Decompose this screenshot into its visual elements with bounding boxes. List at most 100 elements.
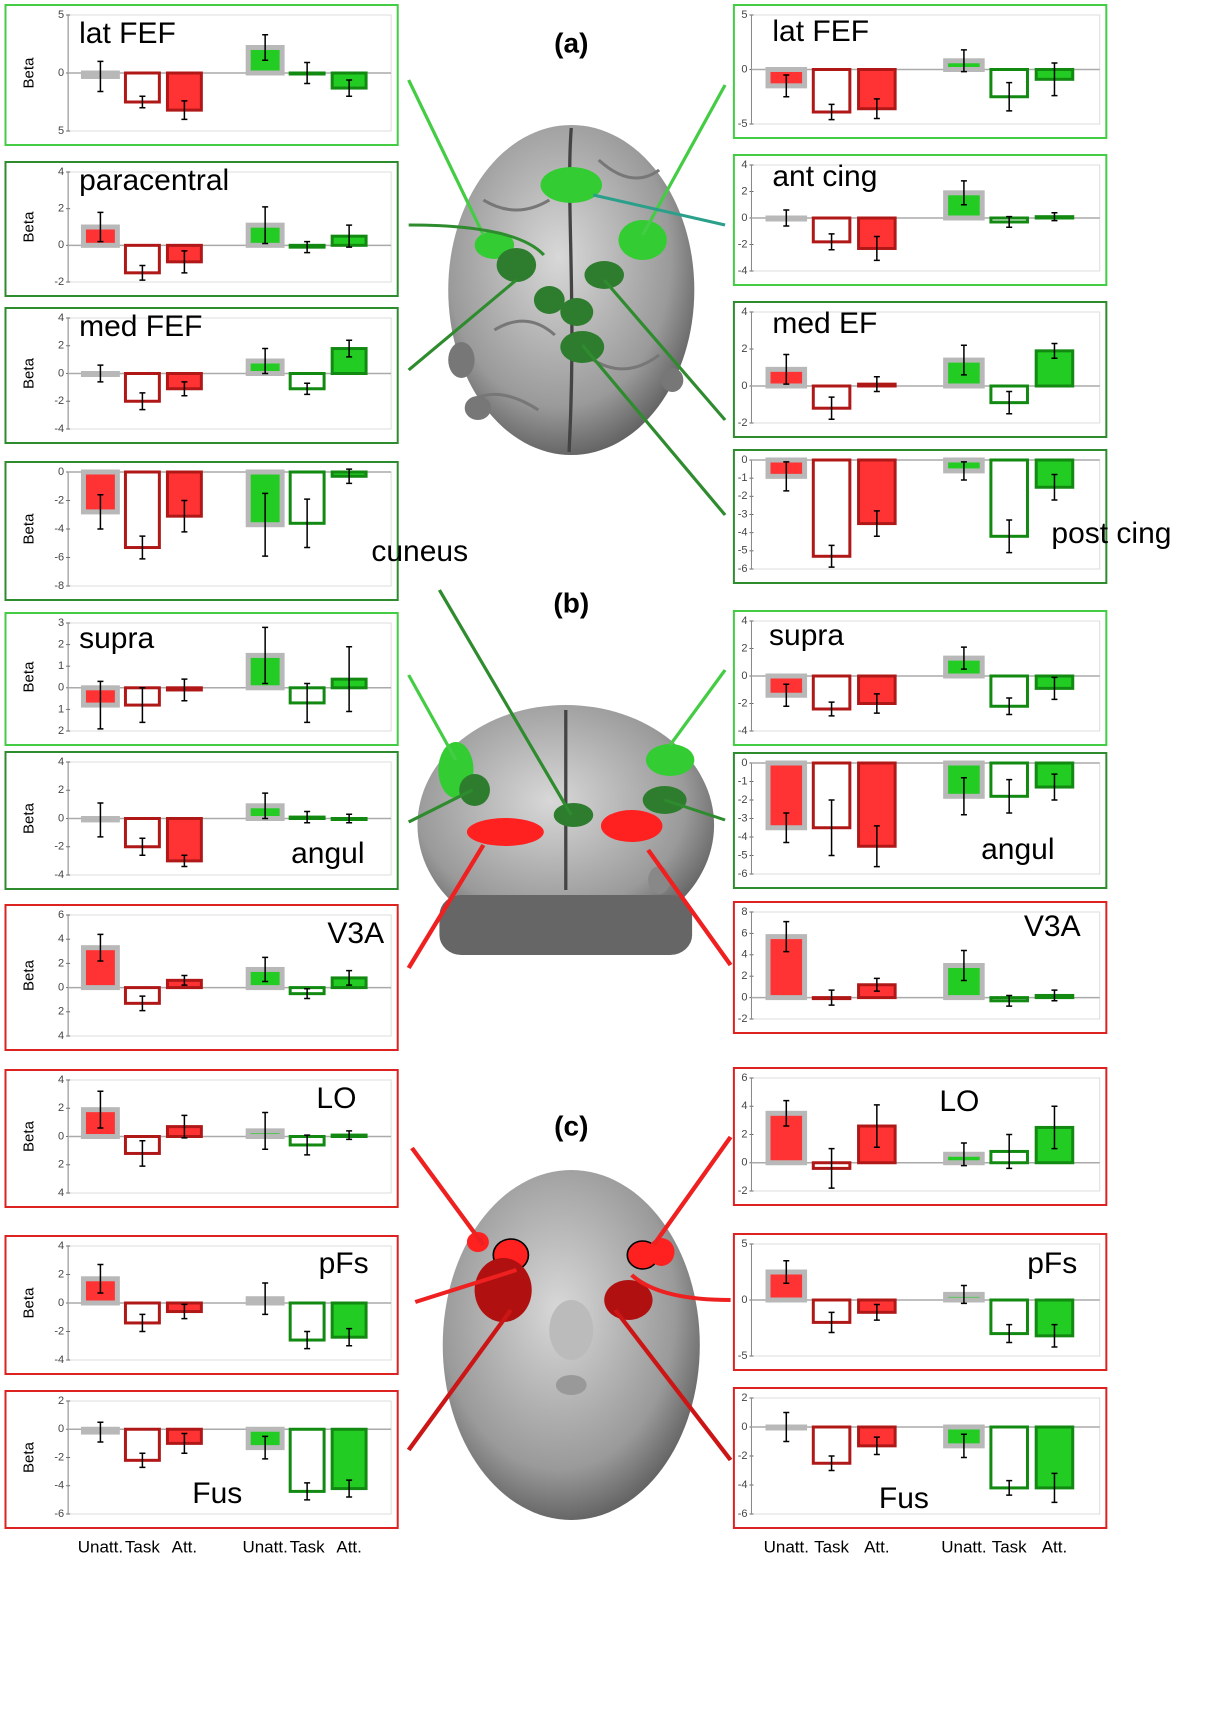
y-tick-label: -4 (738, 265, 748, 277)
panel-border (4, 307, 399, 444)
error-bar (97, 1421, 104, 1443)
error-bar (1006, 519, 1013, 554)
y-tick-label: -5 (738, 545, 748, 557)
y-tick-label: 5 (741, 1238, 747, 1250)
y-tick-label: 0 (741, 454, 747, 466)
panel-title: Fus (879, 1482, 929, 1515)
panel-border (732, 449, 1108, 584)
y-tick-label: -8 (54, 580, 64, 592)
y-tick-label: 4 (58, 933, 64, 945)
y-tick-label: -1 (738, 775, 748, 787)
error-bar (960, 49, 967, 73)
error-bar (828, 1147, 835, 1189)
y-axis-label: Beta (21, 1120, 38, 1152)
error-bar (828, 701, 835, 717)
panel-title: pFs (1027, 1247, 1077, 1280)
error-bar (873, 235, 880, 262)
error-bar (97, 802, 104, 838)
error-bar (1051, 211, 1058, 222)
panel-title: med FEF (79, 310, 202, 343)
error-bar (97, 364, 104, 383)
error-bar (346, 969, 353, 986)
y-tick-label: 0 (58, 367, 64, 379)
condition-label: Task (290, 1537, 325, 1556)
error-bar (783, 920, 790, 953)
error-bar (97, 933, 104, 962)
error-bar (139, 1139, 146, 1167)
panel-border (4, 1069, 399, 1208)
error-bar (346, 468, 353, 485)
y-tick-label: 4 (58, 1240, 64, 1252)
brain-c (442, 1170, 700, 1520)
panel-title: post cing (1051, 517, 1171, 550)
y-tick-label: 4 (741, 159, 747, 171)
panel-title: ant cing (772, 160, 877, 193)
y-tick-label: -2 (54, 1451, 64, 1463)
error-bar (346, 79, 353, 97)
y-tick-label: -2 (54, 1325, 64, 1337)
y-tick-label: 1 (58, 703, 64, 715)
y-tick-label: 6 (741, 927, 747, 939)
y-tick-label: 0 (741, 1421, 747, 1433)
condition-label: Att. (172, 1537, 198, 1556)
y-axis-label: Beta (21, 661, 38, 693)
error-bar (139, 95, 146, 109)
y-tick-label: 6 (741, 1072, 747, 1084)
y-tick-label: -6 (738, 563, 748, 575)
panel-title: angul (291, 837, 364, 870)
panel-border (732, 154, 1108, 286)
y-tick-label: 4 (741, 949, 747, 961)
y-tick-label: 0 (58, 1297, 64, 1309)
panel-border (732, 752, 1108, 889)
y-axis-label: Beta (21, 959, 38, 991)
error-bar (828, 396, 835, 421)
y-tick-label: 0 (741, 212, 747, 224)
y-tick-label: 0 (741, 757, 747, 769)
y-tick-label: -1 (738, 472, 748, 484)
error-bar (346, 1327, 353, 1347)
panel-border (732, 1387, 1108, 1529)
y-tick-label: 0 (741, 670, 747, 682)
error-bar (1051, 473, 1058, 501)
panel-title: med EF (772, 307, 877, 340)
error-bar (304, 240, 311, 254)
error-bar (139, 535, 146, 560)
y-axis-label: Beta (21, 57, 38, 89)
condition-label: Unatt. (242, 1537, 287, 1556)
error-bar (1051, 1105, 1058, 1150)
error-bar (873, 1436, 880, 1456)
y-tick-label: 0 (58, 682, 64, 694)
condition-label: Unatt. (941, 1537, 986, 1556)
y-tick-label: 2 (741, 1392, 747, 1404)
y-tick-label: -2 (738, 417, 748, 429)
y-tick-label: -4 (738, 725, 748, 737)
y-tick-label: 0 (58, 239, 64, 251)
bar (989, 1425, 1029, 1490)
y-tick-label: 3 (58, 617, 64, 629)
error-bar (960, 180, 967, 206)
panel-title: lat FEF (79, 17, 176, 50)
y-tick-label: -2 (54, 841, 64, 853)
error-bar (262, 792, 269, 820)
y-tick-label: 6 (58, 909, 64, 921)
y-tick-label: -2 (738, 1013, 748, 1025)
error-bar (97, 494, 104, 530)
y-axis-label: Beta (21, 1287, 38, 1319)
error-bar (1051, 62, 1058, 97)
panel-border (732, 610, 1108, 746)
panel-title: Fus (192, 1477, 242, 1510)
error-bar (181, 1114, 188, 1139)
error-bar (262, 33, 269, 61)
error-bar (960, 461, 967, 481)
y-tick-label: -2 (738, 1450, 748, 1462)
y-tick-label: 0 (58, 1423, 64, 1435)
error-bar (783, 74, 790, 98)
y-tick-label: -3 (738, 508, 748, 520)
y-tick-label: -6 (738, 868, 748, 880)
panel-title: LO (316, 1082, 356, 1115)
error-bar (960, 646, 967, 670)
y-tick-label: 0 (741, 63, 747, 75)
error-bar (181, 250, 188, 274)
y-tick-label: 4 (741, 1100, 747, 1112)
